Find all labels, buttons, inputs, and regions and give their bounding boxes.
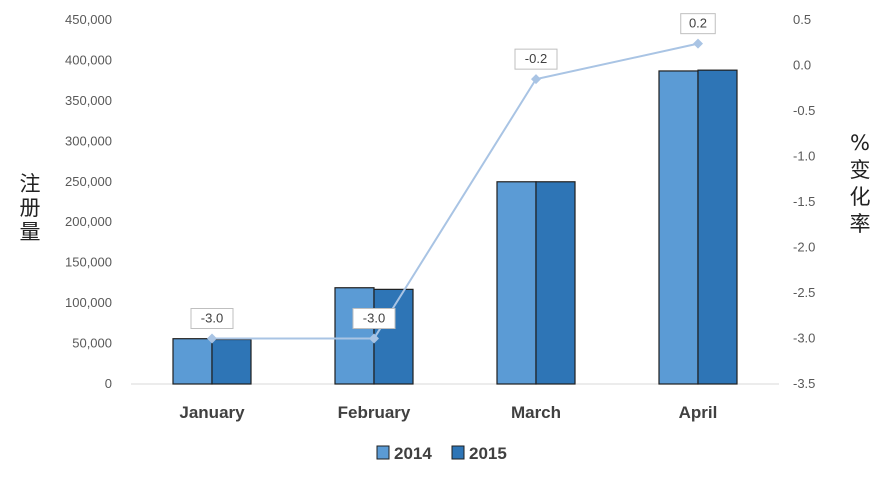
data-label-box (514, 48, 558, 70)
y2-axis-title-char: 率 (850, 212, 871, 236)
x-tick-label: March (511, 403, 561, 422)
y2-tick-label: 0.0 (793, 58, 811, 73)
y2-tick-label: -1.0 (793, 149, 815, 164)
percent-change-line: -3.0 -3.0 -0.2 0.2 (190, 13, 716, 344)
x-axis-categories: January February March April (179, 403, 717, 422)
y2-tick-label: -2.0 (793, 240, 815, 255)
bar-2015-march (535, 181, 576, 385)
y-tick-label: 50,000 (72, 336, 112, 351)
x-tick-label: February (338, 403, 411, 422)
line-point-marker (207, 333, 217, 344)
legend-label-2014: 2014 (394, 444, 432, 463)
y-axis-title-char: 注 (20, 172, 41, 196)
y2-tick-label: -0.5 (793, 103, 815, 118)
y-axis-ticks: 0 50,000 100,000 150,000 200,000 250,000 300,0… (65, 12, 112, 391)
bar-2014-march (496, 181, 537, 385)
y-tick-label: 300,000 (65, 133, 112, 148)
y2-tick-label: -2.5 (793, 285, 815, 300)
bar-2015-january (211, 338, 252, 385)
data-label-box (190, 308, 234, 329)
bar-2014-february (334, 287, 375, 385)
y-tick-label: 350,000 (65, 93, 112, 108)
bar-2015-february (373, 288, 414, 385)
y2-tick-label: -1.5 (793, 194, 815, 209)
bar-2014-april (658, 70, 699, 385)
percent-change-line-path (212, 42, 699, 340)
y2-tick-label: -3.0 (793, 331, 815, 346)
data-label: -3.0 (201, 311, 223, 326)
line-point-marker (693, 38, 703, 49)
y-axis-title: 注册量 (20, 172, 41, 244)
data-label: -0.2 (525, 51, 547, 66)
y-tick-label: 100,000 (65, 295, 112, 310)
legend-label-2015: 2015 (469, 444, 507, 463)
y2-tick-label: 0.5 (793, 12, 811, 27)
y-tick-label: 450,000 (65, 12, 112, 27)
y-tick-label: 150,000 (65, 255, 112, 270)
bar-2014-january (172, 338, 213, 385)
y2-axis-title-char: 化 (850, 185, 871, 209)
line-point-marker (531, 74, 541, 85)
y-axis-title-text: 注册量 (20, 172, 41, 244)
y-axis-title-char: 量 (20, 220, 41, 244)
y-axis-title-char: 册 (20, 196, 41, 220)
y2-tick-label: -3.5 (793, 376, 815, 391)
y2-axis-title-char: 变 (850, 158, 871, 182)
line-point-marker (369, 333, 379, 344)
data-label-box (352, 308, 396, 329)
y-tick-label: 200,000 (65, 214, 112, 229)
y2-axis-title-text: % 变化率 (850, 131, 871, 236)
data-label-box (680, 13, 716, 35)
y-tick-label: 400,000 (65, 52, 112, 67)
x-tick-label: January (179, 403, 245, 422)
bar-2015-april (697, 69, 738, 385)
y2-axis-title-char: % (850, 131, 870, 155)
legend: 2014 2015 (376, 444, 507, 463)
y2-axis-title: % 变化率 (850, 131, 871, 236)
data-label: -3.0 (363, 311, 385, 326)
legend-swatch-2015 (451, 445, 465, 460)
bar-series (172, 69, 738, 385)
data-label: 0.2 (689, 16, 707, 31)
legend-swatch-2014 (376, 445, 390, 460)
y2-axis-ticks: -3.5 -3.0 -2.5 -2.0 -1.5 -1.0 -0.5 0.0 0.5 (793, 12, 815, 391)
y-tick-label: 0 (105, 376, 112, 391)
x-tick-label: April (679, 403, 718, 422)
y-tick-label: 250,000 (65, 174, 112, 189)
